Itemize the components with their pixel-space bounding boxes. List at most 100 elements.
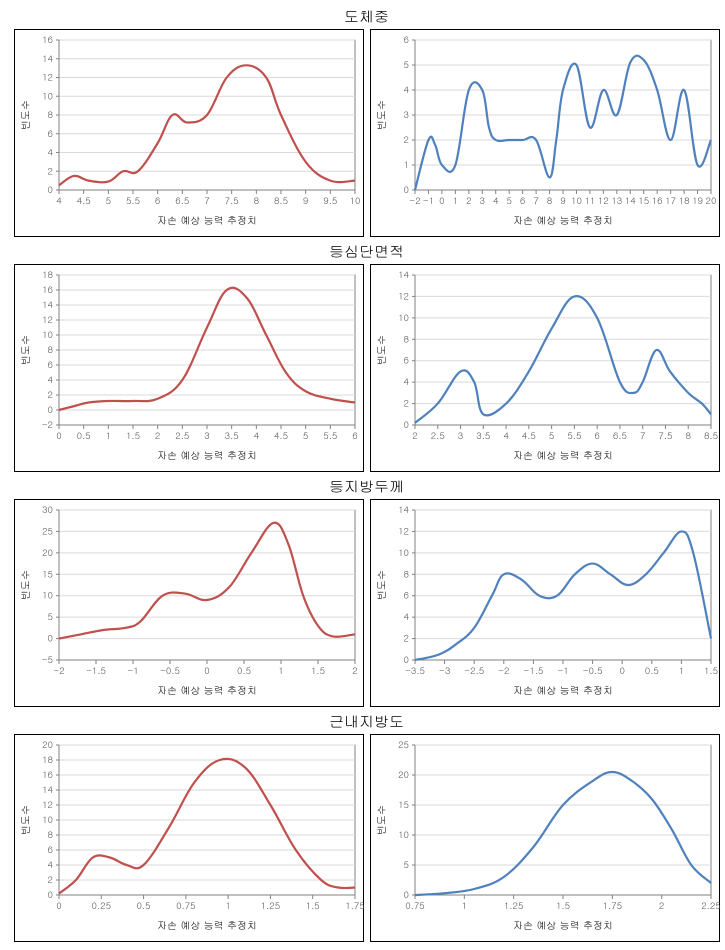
svg-text:1.75: 1.75 (602, 898, 622, 912)
svg-text:0: 0 (47, 402, 52, 416)
svg-text:4.5: 4.5 (273, 428, 287, 442)
svg-text:빈도수: 빈도수 (374, 100, 388, 130)
svg-text:1.25: 1.25 (503, 898, 523, 912)
svg-text:-3: -3 (438, 663, 449, 677)
svg-text:자손 예상 능력 추정치: 자손 예상 능력 추정치 (513, 918, 613, 932)
svg-text:4: 4 (56, 193, 62, 207)
svg-text:0.5: 0.5 (644, 663, 658, 677)
svg-text:12: 12 (42, 797, 53, 811)
chart-panel: 0246810121422.533.544.555.566.577.588.5자… (370, 264, 720, 472)
svg-text:1.5: 1.5 (703, 663, 717, 677)
svg-text:5: 5 (302, 428, 307, 442)
svg-text:6: 6 (47, 357, 52, 371)
svg-text:15: 15 (638, 193, 649, 207)
svg-text:8: 8 (47, 342, 52, 356)
svg-text:6: 6 (47, 126, 52, 140)
svg-text:2.25: 2.25 (701, 898, 721, 912)
svg-text:4: 4 (403, 374, 409, 388)
svg-text:자손 예상 능력 추정치: 자손 예상 능력 추정치 (157, 448, 257, 462)
svg-text:2: 2 (352, 663, 357, 677)
svg-text:18: 18 (42, 752, 53, 766)
svg-text:16: 16 (42, 282, 53, 296)
svg-text:5.5: 5.5 (125, 193, 139, 207)
chart-panel: 0123456-2-101234567891011121314151617181… (370, 29, 720, 237)
svg-text:12: 12 (42, 312, 53, 326)
svg-text:자손 예상 능력 추정치: 자손 예상 능력 추정치 (157, 918, 257, 932)
svg-text:4: 4 (503, 428, 509, 442)
svg-text:0.25: 0.25 (91, 898, 111, 912)
svg-text:0.75: 0.75 (405, 898, 425, 912)
svg-text:0: 0 (56, 428, 61, 442)
svg-text:6: 6 (594, 428, 599, 442)
svg-text:3.5: 3.5 (476, 428, 490, 442)
svg-text:빈도수: 빈도수 (374, 805, 388, 835)
svg-text:2: 2 (403, 132, 408, 146)
svg-text:14: 14 (42, 297, 53, 311)
svg-text:4: 4 (47, 145, 53, 159)
chart-panel: 02468101214-3.5-3-2.5-2-1.5-1-0.500.511.… (370, 499, 720, 707)
svg-text:14: 14 (42, 51, 53, 65)
svg-text:10: 10 (42, 588, 53, 602)
svg-text:5: 5 (506, 193, 511, 207)
chart-panel: 0246810121416182000.250.50.7511.251.51.7… (14, 734, 364, 942)
svg-text:0.5: 0.5 (136, 898, 150, 912)
svg-text:6.5: 6.5 (612, 428, 626, 442)
svg-text:0.75: 0.75 (176, 898, 196, 912)
svg-text:14: 14 (398, 502, 409, 516)
svg-text:4: 4 (403, 82, 409, 96)
svg-text:자손 예상 능력 추정치: 자손 예상 능력 추정치 (157, 683, 257, 697)
svg-text:6.5: 6.5 (175, 193, 189, 207)
svg-text:10: 10 (398, 310, 409, 324)
svg-text:3: 3 (204, 428, 209, 442)
chart-panel: 024681012141644.555.566.577.588.599.510자… (14, 29, 364, 237)
svg-text:0: 0 (619, 663, 624, 677)
svg-text:6: 6 (403, 588, 408, 602)
svg-text:7.5: 7.5 (658, 428, 672, 442)
svg-text:20: 20 (705, 193, 716, 207)
svg-text:18: 18 (678, 193, 689, 207)
svg-text:19: 19 (692, 193, 703, 207)
svg-text:12: 12 (398, 523, 409, 537)
svg-text:7: 7 (204, 193, 210, 207)
svg-text:10: 10 (349, 193, 360, 207)
svg-text:5.5: 5.5 (323, 428, 337, 442)
chart-grid: 도체중024681012141644.555.566.577.588.599.5… (4, 6, 725, 942)
svg-text:2: 2 (658, 898, 663, 912)
svg-text:7: 7 (639, 428, 645, 442)
svg-text:15: 15 (398, 797, 409, 811)
svg-text:6: 6 (352, 428, 357, 442)
svg-text:15: 15 (42, 566, 53, 580)
svg-text:6: 6 (47, 842, 52, 856)
svg-text:0: 0 (403, 417, 408, 431)
svg-text:1: 1 (461, 898, 466, 912)
svg-text:빈도수: 빈도수 (374, 335, 388, 365)
svg-text:-2: -2 (409, 193, 420, 207)
svg-text:1: 1 (225, 898, 230, 912)
svg-text:10: 10 (42, 327, 53, 341)
svg-text:1.5: 1.5 (310, 663, 324, 677)
svg-text:0: 0 (47, 631, 52, 645)
chart-row: -5051015202530-2-1.5-1-0.500.511.52자손 예상… (4, 499, 725, 707)
svg-text:9: 9 (560, 193, 565, 207)
svg-text:2: 2 (47, 872, 52, 886)
section-title: 도체중 (4, 6, 725, 27)
svg-text:4: 4 (253, 428, 259, 442)
svg-text:8: 8 (253, 193, 258, 207)
svg-text:5: 5 (403, 57, 408, 71)
svg-text:5.5: 5.5 (567, 428, 581, 442)
svg-text:6: 6 (403, 353, 408, 367)
chart-row: 024681012141644.555.566.577.588.599.510자… (4, 29, 725, 237)
svg-text:12: 12 (42, 70, 53, 84)
svg-text:10: 10 (42, 88, 53, 102)
svg-text:0: 0 (403, 182, 408, 196)
svg-text:14: 14 (42, 782, 53, 796)
svg-text:-1: -1 (557, 663, 568, 677)
chart-row: -202468101214161800.511.522.533.544.555.… (4, 264, 725, 472)
svg-text:2: 2 (403, 631, 408, 645)
svg-text:18: 18 (42, 267, 53, 281)
svg-text:2: 2 (154, 428, 159, 442)
svg-text:6: 6 (403, 32, 408, 46)
svg-text:3.5: 3.5 (224, 428, 238, 442)
svg-text:8.5: 8.5 (703, 428, 717, 442)
svg-text:16: 16 (651, 193, 662, 207)
